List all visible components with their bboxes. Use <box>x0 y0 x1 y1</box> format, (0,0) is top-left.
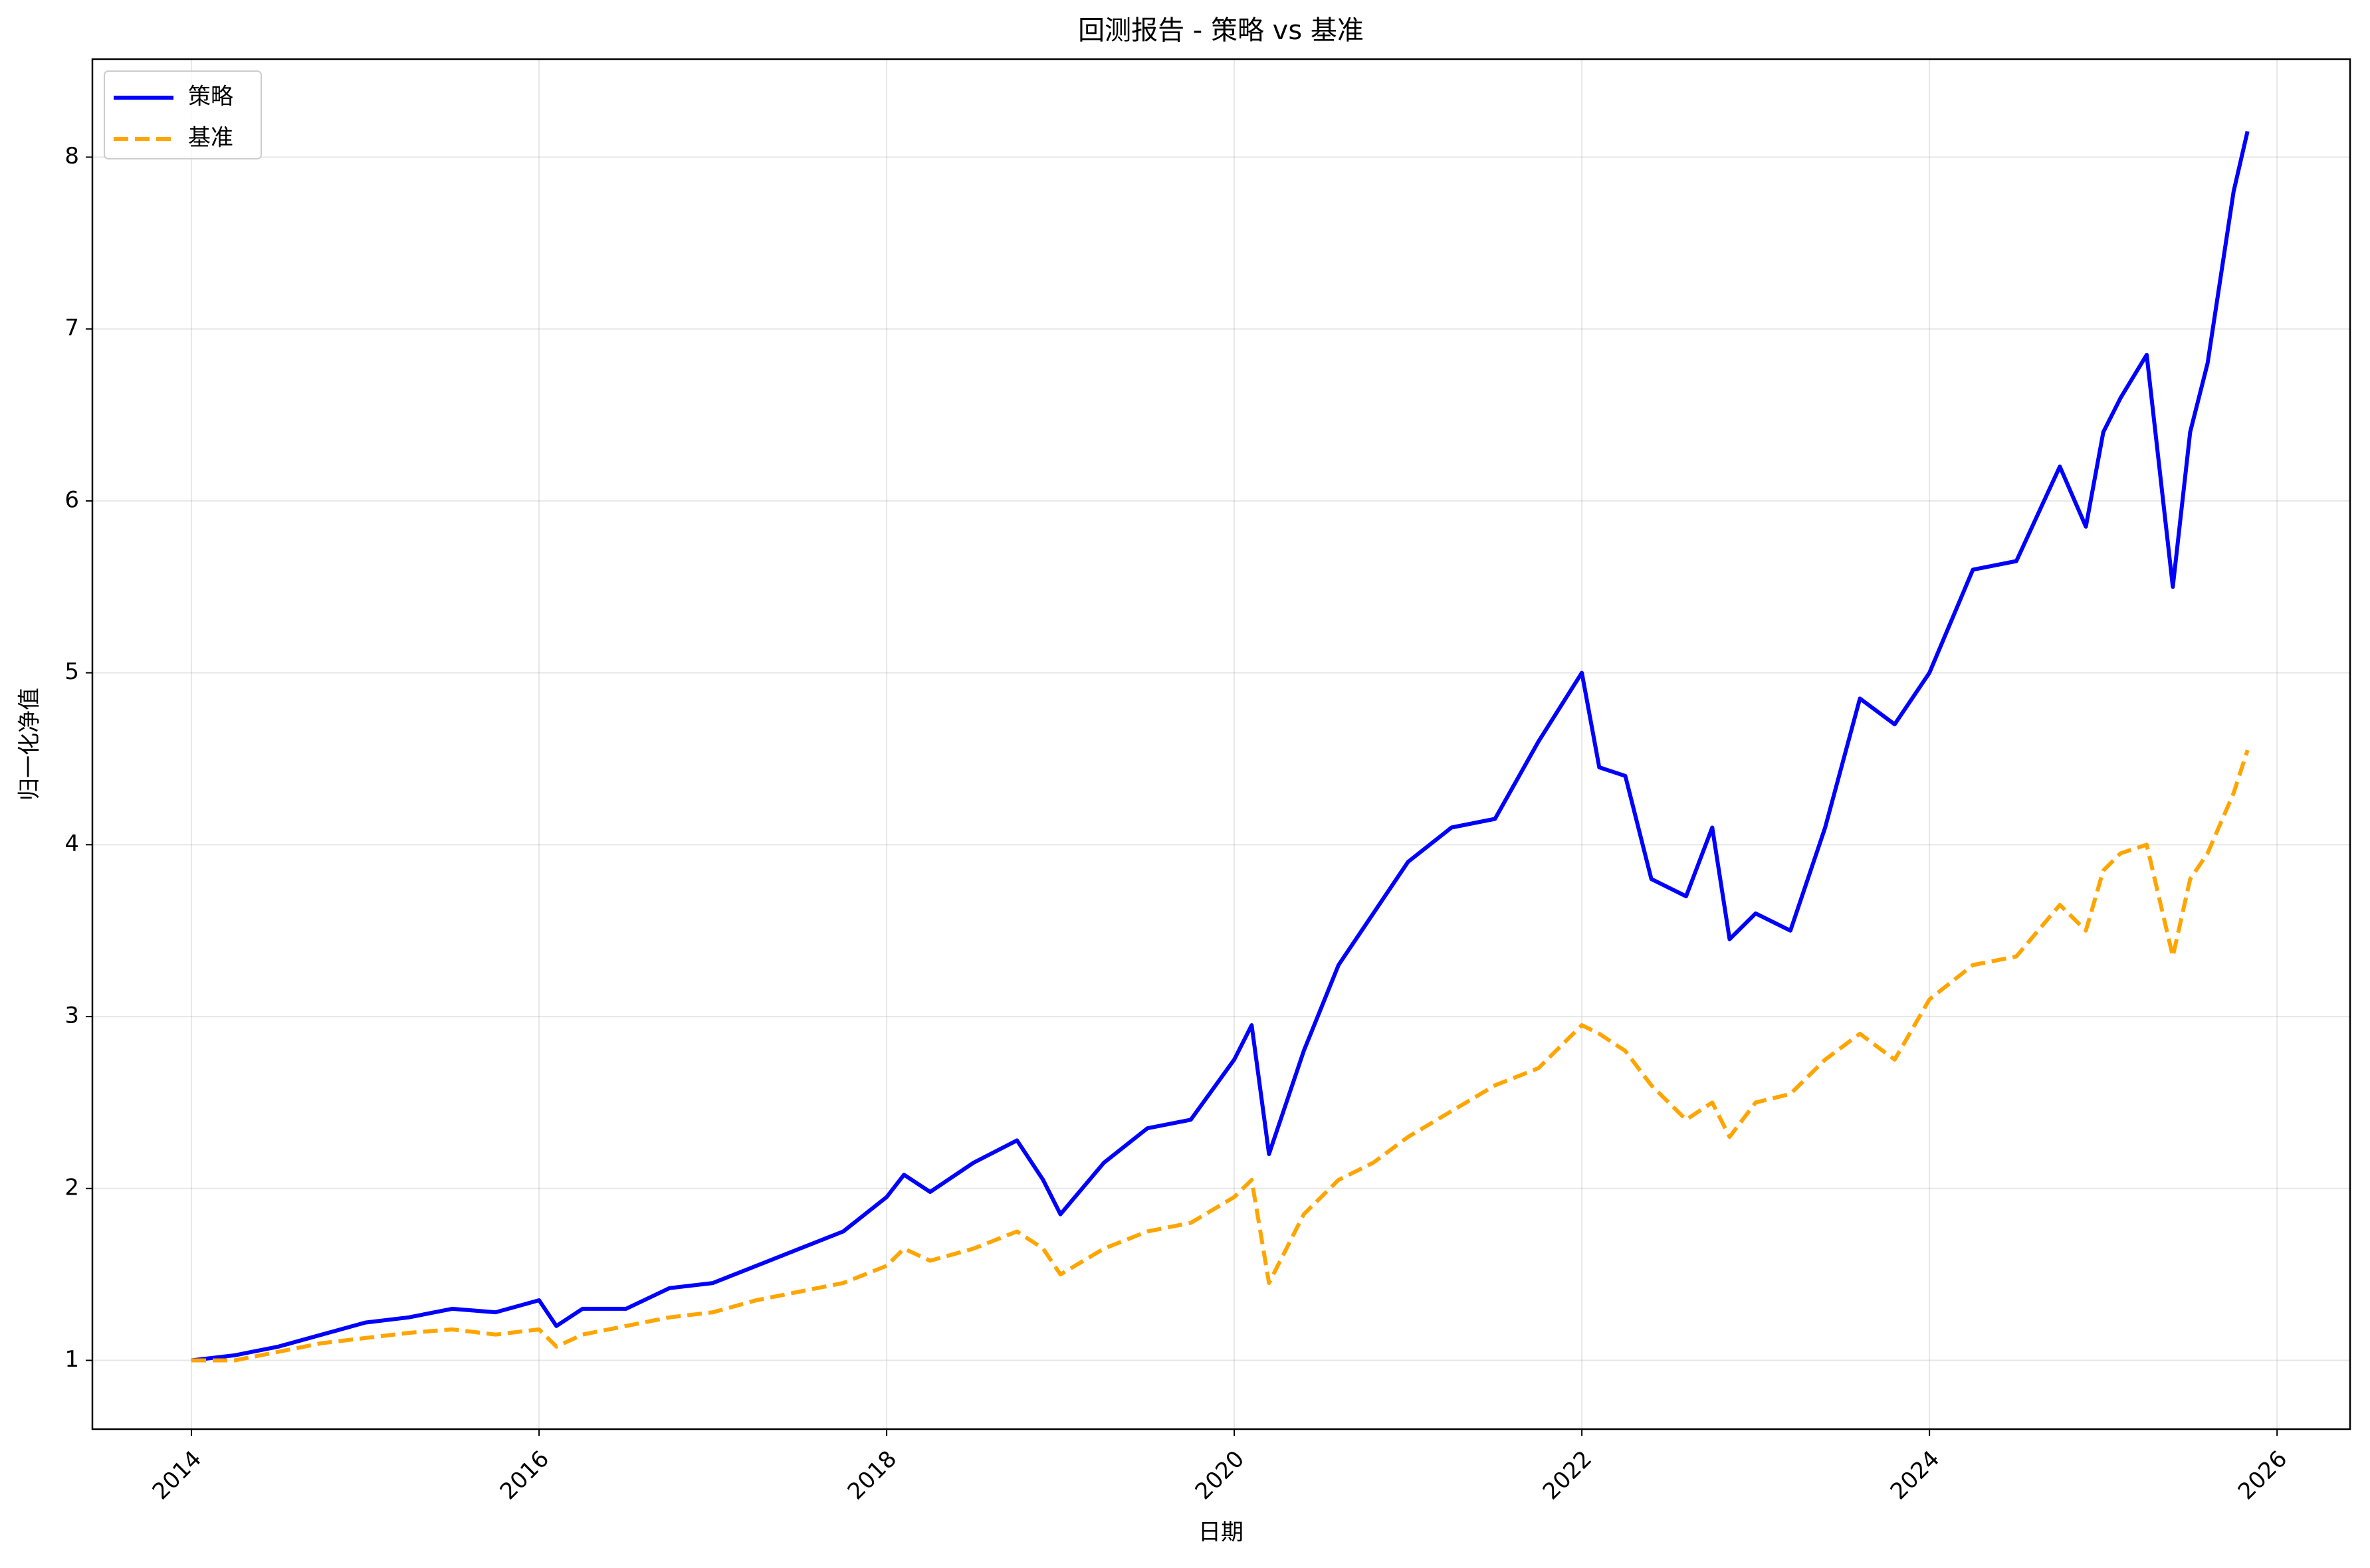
y-tick-label: 3 <box>64 1003 79 1029</box>
y-tick-label: 6 <box>64 486 79 513</box>
y-tick-label: 7 <box>64 315 79 342</box>
series-line <box>191 749 2250 1363</box>
chart-title: 回测报告 - 策略 vs 基准 <box>1078 15 1364 46</box>
y-axis-label: 归一化净值 <box>17 688 43 801</box>
legend-label: 策略 <box>188 84 233 110</box>
legend-label: 基准 <box>188 125 233 151</box>
y-tick-label: 4 <box>64 831 79 857</box>
y-tick-label: 2 <box>64 1174 79 1201</box>
legend-box <box>104 70 262 159</box>
x-axis-label: 日期 <box>1198 1519 1243 1546</box>
plot-frame <box>91 58 2351 1430</box>
y-tick-label: 1 <box>64 1346 79 1373</box>
series-line <box>191 131 2250 1363</box>
y-tick-label: 5 <box>64 658 79 685</box>
y-tick-label: 8 <box>64 143 79 169</box>
